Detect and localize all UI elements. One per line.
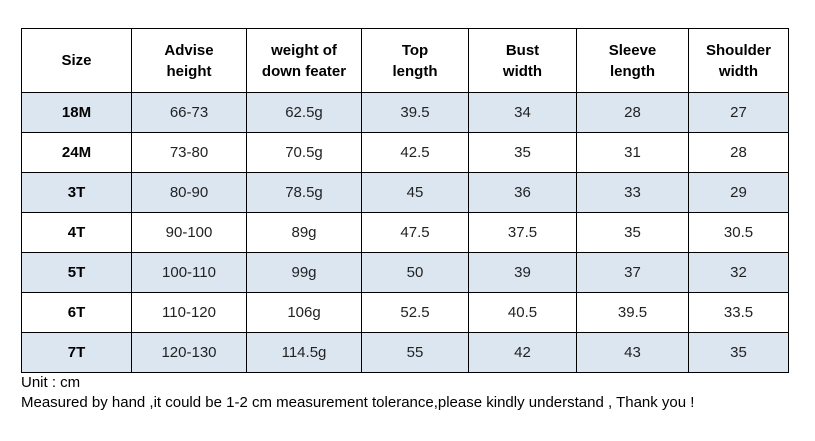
top-length-cell: 47.5 (361, 212, 469, 253)
shoulder-width-cell: 29 (688, 172, 789, 213)
sleeve-length-cell: 31 (576, 132, 689, 173)
header-shoulder-width: Shoulder width (688, 28, 789, 93)
sleeve-length-cell: 37 (576, 252, 689, 293)
table-row: 6T 110-120 106g 52.5 40.5 39.5 33.5 (21, 292, 789, 333)
advise-height-cell: 73-80 (131, 132, 247, 173)
bust-width-cell: 36 (468, 172, 577, 213)
table-row: 24M 73-80 70.5g 42.5 35 31 28 (21, 132, 789, 173)
header-down-weight: weight of down feater (246, 28, 362, 93)
sleeve-length-cell: 33 (576, 172, 689, 213)
sleeve-length-cell: 35 (576, 212, 689, 253)
advise-height-cell: 66-73 (131, 92, 247, 133)
top-length-cell: 45 (361, 172, 469, 213)
shoulder-width-cell: 32 (688, 252, 789, 293)
size-cell: 24M (21, 132, 132, 173)
bust-width-cell: 37.5 (468, 212, 577, 253)
top-length-cell: 55 (361, 332, 469, 373)
header-bust-width: Bust width (468, 28, 577, 93)
size-cell: 6T (21, 292, 132, 333)
down-weight-cell: 78.5g (246, 172, 362, 213)
down-weight-cell: 114.5g (246, 332, 362, 373)
down-weight-cell: 106g (246, 292, 362, 333)
top-length-cell: 50 (361, 252, 469, 293)
notes: Unit : cm Measured by hand ,it could be … (21, 373, 694, 413)
down-weight-cell: 62.5g (246, 92, 362, 133)
down-weight-cell: 89g (246, 212, 362, 253)
shoulder-width-cell: 33.5 (688, 292, 789, 333)
bust-width-cell: 42 (468, 332, 577, 373)
header-row: Size Advise height weight of down feater T… (21, 28, 789, 93)
advise-height-cell: 80-90 (131, 172, 247, 213)
bust-width-cell: 35 (468, 132, 577, 173)
header-sleeve-length: Sleeve length (576, 28, 689, 93)
table-row: 4T 90-100 89g 47.5 37.5 35 30.5 (21, 212, 789, 253)
advise-height-cell: 110-120 (131, 292, 247, 333)
bust-width-cell: 34 (468, 92, 577, 133)
table-row: 5T 100-110 99g 50 39 37 32 (21, 252, 789, 293)
shoulder-width-cell: 28 (688, 132, 789, 173)
shoulder-width-cell: 30.5 (688, 212, 789, 253)
sleeve-length-cell: 43 (576, 332, 689, 373)
sleeve-length-cell: 28 (576, 92, 689, 133)
size-cell: 3T (21, 172, 132, 213)
table-row: 7T 120-130 114.5g 55 42 43 35 (21, 332, 789, 373)
shoulder-width-cell: 35 (688, 332, 789, 373)
top-length-cell: 42.5 (361, 132, 469, 173)
top-length-cell: 52.5 (361, 292, 469, 333)
shoulder-width-cell: 27 (688, 92, 789, 133)
advise-height-cell: 90-100 (131, 212, 247, 253)
down-weight-cell: 99g (246, 252, 362, 293)
size-chart-table: Size Advise height weight of down feater T… (21, 28, 789, 373)
unit-note: Unit : cm (21, 374, 81, 391)
size-cell: 4T (21, 212, 132, 253)
down-weight-cell: 70.5g (246, 132, 362, 173)
advise-height-cell: 100-110 (131, 252, 247, 293)
header-advise-height: Advise height (131, 28, 247, 93)
top-length-cell: 39.5 (361, 92, 469, 133)
header-top-length: Top length (361, 28, 469, 93)
disclaimer-note: Measured by hand ,it could be 1-2 cm mea… (21, 394, 695, 411)
size-cell: 18M (21, 92, 132, 133)
size-cell: 5T (21, 252, 132, 293)
table-row: 3T 80-90 78.5g 45 36 33 29 (21, 172, 789, 213)
bust-width-cell: 40.5 (468, 292, 577, 333)
header-size: Size (21, 28, 132, 93)
size-cell: 7T (21, 332, 132, 373)
table-row: 18M 66-73 62.5g 39.5 34 28 27 (21, 92, 789, 133)
bust-width-cell: 39 (468, 252, 577, 293)
sleeve-length-cell: 39.5 (576, 292, 689, 333)
advise-height-cell: 120-130 (131, 332, 247, 373)
